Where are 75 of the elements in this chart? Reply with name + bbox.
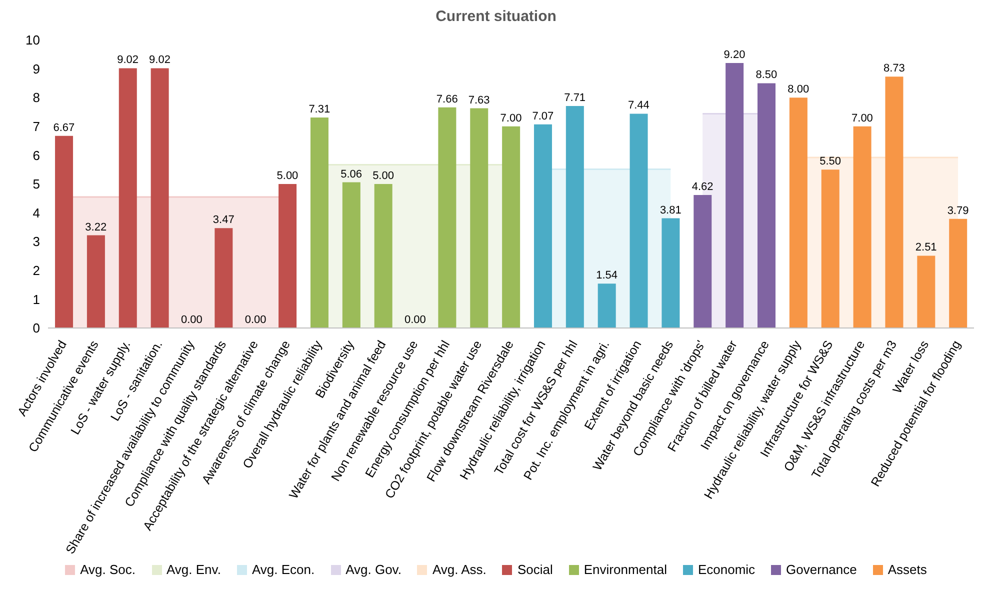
legend-label: Environmental (582, 562, 667, 577)
bar (853, 126, 872, 328)
data-label: 9.02 (149, 54, 170, 66)
legend-label: Social (516, 562, 553, 577)
bar (150, 68, 169, 328)
y-tick-label: 2 (32, 263, 40, 278)
bar (694, 194, 712, 328)
legend-label: Avg. Gov. (344, 562, 402, 577)
data-label: 7.44 (628, 100, 650, 112)
data-label: 3.81 (660, 204, 682, 216)
y-tick-label: 8 (32, 90, 40, 106)
y-tick-label: 7 (32, 119, 40, 134)
data-label: 8.50 (756, 69, 778, 82)
data-label: 3.47 (212, 214, 234, 226)
bar (630, 114, 648, 328)
bar (598, 284, 616, 328)
y-tick-label: 9 (32, 61, 40, 76)
bar (885, 76, 904, 328)
data-label: 5.00 (276, 170, 298, 182)
y-tick-label: 4 (32, 205, 40, 220)
bar (55, 136, 74, 328)
legend-label: Avg. Ass. (431, 562, 486, 577)
data-label: 0.00 (180, 314, 202, 326)
data-label: 0.00 (244, 314, 266, 326)
legend-label: Assets (886, 562, 927, 577)
legend-label: Economic (696, 562, 756, 577)
data-label: 5.50 (820, 156, 842, 168)
data-label: 7.66 (436, 93, 458, 106)
bar (949, 218, 968, 328)
y-tick-label: 0 (32, 320, 40, 336)
y-tick-label: 6 (32, 148, 40, 163)
y-tick-label: 1 (32, 292, 40, 307)
legend-label: Avg. Econ. (250, 562, 315, 577)
bar (374, 184, 392, 328)
bar (470, 108, 488, 328)
bar (438, 107, 456, 328)
data-label: 3.79 (947, 204, 969, 217)
bar (214, 228, 233, 328)
data-label: 3.22 (85, 221, 107, 234)
bar (310, 117, 328, 328)
data-label: 8.73 (883, 62, 905, 75)
data-label: 1.54 (596, 270, 618, 282)
data-label: 7.31 (308, 103, 330, 116)
bar (86, 235, 105, 328)
data-label: 7.00 (852, 112, 873, 124)
data-label: 5.06 (340, 168, 362, 180)
data-label: 6.67 (53, 122, 75, 134)
bar (118, 68, 137, 328)
bar (917, 256, 936, 328)
y-tick-label: 10 (26, 32, 40, 48)
chart-title: Current situation (434, 8, 558, 27)
legend-label: Avg. Soc. (79, 562, 136, 577)
bar (662, 218, 680, 328)
data-label: 5.00 (372, 170, 394, 182)
y-tick-label: 3 (32, 234, 40, 250)
data-label: 7.00 (500, 112, 522, 124)
data-label: 7.71 (564, 92, 586, 104)
bar (534, 124, 552, 328)
y-tick-label: 5 (32, 176, 40, 192)
data-label: 7.63 (468, 94, 490, 106)
legend-label: Avg. Env. (166, 562, 221, 577)
data-label: 2.51 (915, 242, 937, 254)
bar (342, 182, 360, 328)
data-label: 0.00 (404, 314, 426, 326)
bar (566, 106, 584, 328)
bar (821, 170, 840, 328)
bar (502, 126, 520, 328)
data-label: 8.00 (788, 84, 810, 96)
data-label: 9.20 (724, 49, 746, 62)
legend-label: Governance (785, 562, 857, 577)
data-label: 9.02 (117, 54, 139, 66)
bar (789, 98, 808, 328)
bar (278, 184, 297, 328)
data-label: 4.62 (692, 180, 714, 193)
data-label: 7.07 (532, 110, 554, 122)
